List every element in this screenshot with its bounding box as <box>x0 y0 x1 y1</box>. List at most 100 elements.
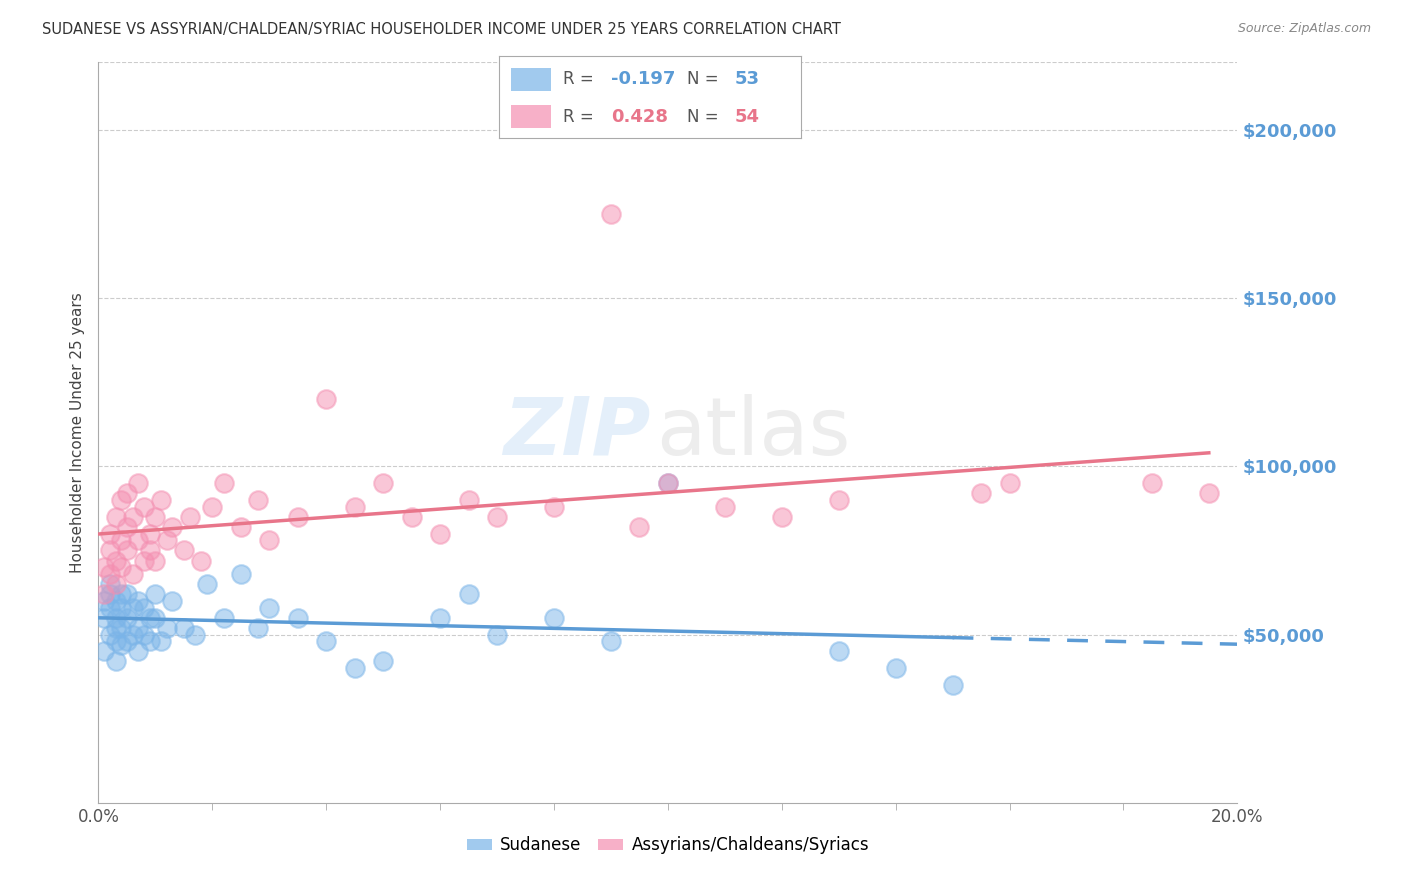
Point <box>401 509 423 524</box>
Point <box>970 486 993 500</box>
Point <box>110 533 132 548</box>
Text: N =: N = <box>686 108 724 126</box>
Text: 54: 54 <box>735 108 759 126</box>
Point <box>110 621 132 635</box>
Point <box>246 492 269 507</box>
Point <box>600 207 623 221</box>
Point <box>110 638 132 652</box>
Text: R =: R = <box>562 70 599 88</box>
Point <box>486 509 509 524</box>
Point <box>770 509 793 524</box>
Point <box>287 509 309 524</box>
Point <box>942 678 965 692</box>
Point <box>110 587 132 601</box>
Point <box>93 644 115 658</box>
Point <box>127 476 149 491</box>
Point <box>229 566 252 581</box>
Point <box>98 566 121 581</box>
Point <box>229 520 252 534</box>
Text: 53: 53 <box>735 70 759 88</box>
Point <box>138 526 160 541</box>
Legend: Sudanese, Assyrians/Chaldeans/Syriacs: Sudanese, Assyrians/Chaldeans/Syriacs <box>460 830 876 861</box>
Point <box>127 621 149 635</box>
Point <box>93 594 115 608</box>
Point <box>486 627 509 641</box>
Point <box>343 661 366 675</box>
Point <box>138 634 160 648</box>
Point <box>121 600 143 615</box>
Point <box>138 543 160 558</box>
Point <box>104 553 127 567</box>
Point <box>145 553 167 567</box>
Point <box>184 627 207 641</box>
Point <box>828 492 851 507</box>
Point <box>212 610 235 624</box>
Point <box>600 634 623 648</box>
Point <box>179 509 201 524</box>
Point <box>104 655 127 669</box>
Point <box>998 476 1021 491</box>
Point <box>145 610 167 624</box>
Point <box>373 655 395 669</box>
Point <box>121 627 143 641</box>
Point <box>657 476 679 491</box>
Point <box>115 543 138 558</box>
Text: 0.428: 0.428 <box>612 108 668 126</box>
Point <box>150 492 173 507</box>
Text: SUDANESE VS ASSYRIAN/CHALDEAN/SYRIAC HOUSEHOLDER INCOME UNDER 25 YEARS CORRELATI: SUDANESE VS ASSYRIAN/CHALDEAN/SYRIAC HOU… <box>42 22 841 37</box>
Point <box>132 627 155 641</box>
Point <box>115 634 138 648</box>
Point <box>104 634 127 648</box>
Point <box>132 600 155 615</box>
Point <box>1198 486 1220 500</box>
Point <box>212 476 235 491</box>
Point <box>132 553 155 567</box>
Point <box>110 560 132 574</box>
Point <box>132 500 155 514</box>
Point <box>162 594 184 608</box>
Point <box>429 610 451 624</box>
Point <box>145 509 167 524</box>
Point <box>115 520 138 534</box>
Point <box>104 577 127 591</box>
Point <box>195 577 218 591</box>
Point <box>127 644 149 658</box>
Point <box>173 621 195 635</box>
Point <box>156 621 179 635</box>
Y-axis label: Householder Income Under 25 years: Householder Income Under 25 years <box>69 293 84 573</box>
Point <box>343 500 366 514</box>
Point <box>121 509 143 524</box>
Text: Source: ZipAtlas.com: Source: ZipAtlas.com <box>1237 22 1371 36</box>
Point <box>110 600 132 615</box>
Text: -0.197: -0.197 <box>612 70 675 88</box>
Bar <box>512 105 551 128</box>
Point <box>98 587 121 601</box>
Text: N =: N = <box>686 70 724 88</box>
Point <box>543 500 565 514</box>
Point <box>127 533 149 548</box>
Point <box>121 566 143 581</box>
Point <box>104 509 127 524</box>
Bar <box>512 68 551 91</box>
Text: ZIP: ZIP <box>503 393 651 472</box>
Point <box>115 587 138 601</box>
Point <box>93 587 115 601</box>
Text: atlas: atlas <box>657 393 851 472</box>
Point <box>115 610 138 624</box>
Point <box>246 621 269 635</box>
Point <box>93 610 115 624</box>
Point <box>98 526 121 541</box>
Point <box>98 577 121 591</box>
Point <box>1140 476 1163 491</box>
Point <box>162 520 184 534</box>
Point <box>104 594 127 608</box>
Point <box>828 644 851 658</box>
Point <box>138 610 160 624</box>
Text: R =: R = <box>562 108 599 126</box>
Point <box>93 560 115 574</box>
Point <box>628 520 651 534</box>
Point <box>98 627 121 641</box>
Point <box>110 492 132 507</box>
Point <box>98 543 121 558</box>
Point <box>190 553 212 567</box>
